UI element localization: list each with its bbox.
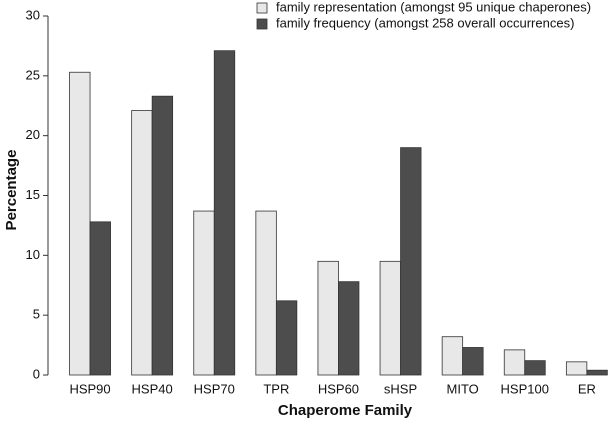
bar bbox=[524, 360, 546, 376]
bar bbox=[462, 347, 484, 376]
x-tick-label: HSP70 bbox=[194, 381, 235, 396]
bar bbox=[89, 221, 111, 376]
legend-label: family frequency (amongst 258 overall oc… bbox=[276, 15, 574, 30]
x-tick-label: HSP100 bbox=[501, 381, 549, 396]
bar bbox=[338, 281, 360, 376]
bar bbox=[400, 147, 422, 376]
bar bbox=[69, 71, 91, 376]
y-tick-label: 5 bbox=[33, 307, 40, 322]
y-tick-label: 10 bbox=[26, 247, 40, 262]
legend-swatch bbox=[256, 2, 268, 14]
legend-label: family representation (amongst 95 unique… bbox=[276, 0, 591, 14]
bar bbox=[441, 336, 464, 376]
y-tick-label: 30 bbox=[26, 7, 40, 22]
y-tick-label: 20 bbox=[26, 127, 40, 142]
y-axis-title: Percentage bbox=[3, 150, 20, 231]
bar bbox=[379, 260, 401, 376]
bar bbox=[131, 110, 153, 376]
x-tick-label: sHSP bbox=[384, 381, 417, 396]
bar bbox=[586, 369, 608, 376]
bar bbox=[255, 210, 277, 376]
bar bbox=[565, 361, 588, 376]
x-tick-label: HSP40 bbox=[132, 381, 173, 396]
y-tick-label: 25 bbox=[26, 67, 40, 82]
bar bbox=[151, 95, 174, 376]
bar bbox=[275, 300, 298, 376]
x-tick-label: MITO bbox=[447, 381, 479, 396]
bar bbox=[503, 349, 526, 376]
x-tick-label: ER bbox=[578, 381, 596, 396]
x-axis-title: Chaperome Family bbox=[278, 402, 413, 419]
x-tick-label: TPR bbox=[263, 381, 289, 396]
bar bbox=[213, 50, 236, 376]
legend-swatch bbox=[256, 18, 268, 30]
x-tick-label: HSP60 bbox=[318, 381, 359, 396]
bar bbox=[193, 210, 215, 376]
x-tick-label: HSP90 bbox=[69, 381, 110, 396]
y-tick-label: 15 bbox=[26, 187, 40, 202]
y-tick-label: 0 bbox=[33, 366, 40, 381]
bar bbox=[317, 260, 339, 376]
